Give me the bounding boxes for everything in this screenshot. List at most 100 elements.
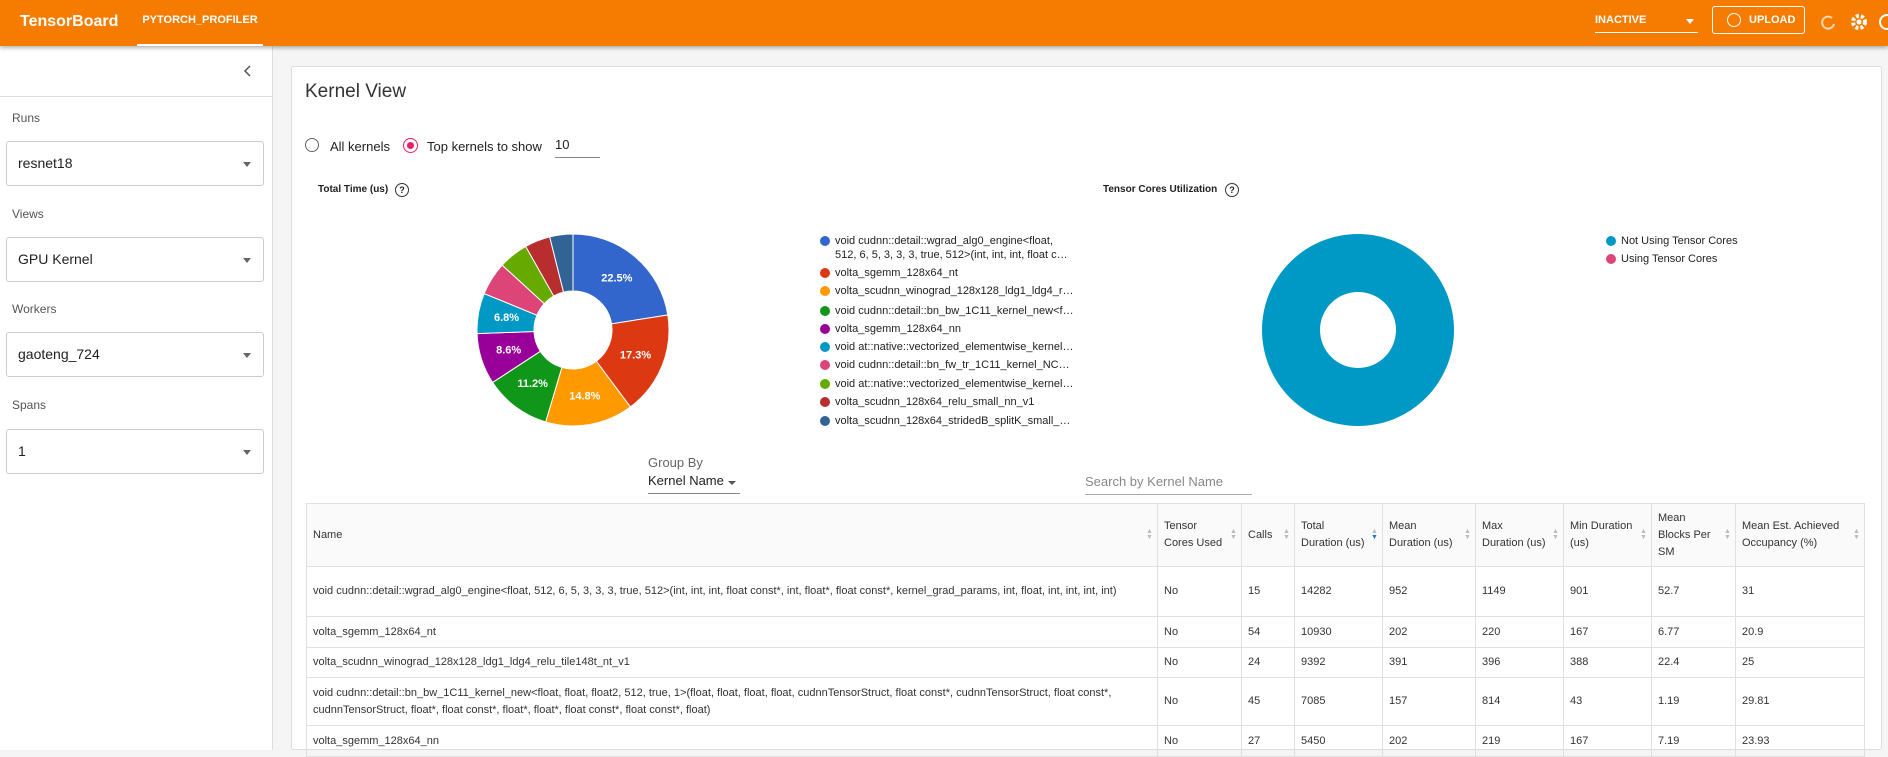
- table-cell: 157: [1382, 677, 1476, 726]
- table-cell: 5450: [1294, 725, 1383, 757]
- legend-dot: [820, 416, 830, 426]
- table-cell: 20.9: [1735, 616, 1865, 648]
- sort-icon: ▲ ▼: [1146, 528, 1153, 541]
- chart-title: Tensor Cores Utilization: [1103, 184, 1218, 195]
- legend-entry: void at::native::vectorized_elementwise_…: [835, 378, 1074, 390]
- sort-icon: ▲ ▼: [1724, 528, 1731, 541]
- table-cell: 391: [1382, 647, 1476, 678]
- slice-label: 14.8%: [569, 390, 600, 402]
- table-cell: 52.7: [1651, 566, 1736, 617]
- table-cell: 54: [1241, 616, 1295, 648]
- slice-label: 17.3%: [620, 349, 651, 361]
- table-cell: No: [1157, 725, 1242, 757]
- select[interactable]: resnet18: [6, 141, 264, 186]
- table-cell: 10930: [1294, 616, 1383, 648]
- top-count-input[interactable]: 10: [555, 137, 600, 158]
- sort-icon: ▲ ▼: [1640, 528, 1647, 541]
- table-cell: volta_sgemm_128x64_nt: [306, 616, 1158, 648]
- table-row: void cudnn::detail::bn_bw_1C11_kernel_ne…: [306, 677, 1865, 726]
- slice-label: 22.5%: [601, 273, 632, 285]
- legend-entry: 512, 6, 5, 3, 3, 3, true, 512>(int, int,…: [835, 249, 1068, 261]
- column-header: Mean Est. Achieved Occupancy (%) ▲ ▼: [1735, 503, 1865, 567]
- title: Kernel View: [305, 81, 407, 102]
- toolbar-icons[interactable]: [1818, 12, 1888, 34]
- table-cell: 15: [1241, 566, 1295, 617]
- legend-entry: void cudnn::detail::bn_fw_tr_1C11_kernel…: [835, 359, 1070, 371]
- table-cell: volta_scudnn_winograd_128x128_ldg1_ldg4_…: [306, 647, 1158, 678]
- status: INACTIVE: [1595, 14, 1647, 26]
- sort-icon: ▲ ▼: [1283, 528, 1290, 541]
- radio-label: Top kernels to show: [427, 139, 542, 154]
- legend-dot: [820, 397, 830, 407]
- sort-icon: ▲ ▼: [1371, 528, 1378, 541]
- legend-entry: Not Using Tensor Cores: [1621, 235, 1738, 247]
- radio-selected[interactable]: [403, 138, 418, 153]
- column-title: Min Duration (us): [1570, 520, 1633, 549]
- group-by-select[interactable]: Kernel Name: [648, 473, 740, 494]
- column-title: Mean Duration (us): [1389, 520, 1453, 549]
- legend-dot: [1606, 254, 1616, 264]
- table-cell: 29.81: [1735, 677, 1865, 726]
- select[interactable]: gaoteng_724: [6, 332, 264, 377]
- tab[interactable]: PYTORCH_PROFILER: [137, 0, 263, 46]
- radio-label: All kernels: [330, 139, 390, 154]
- table-cell: 388: [1563, 647, 1652, 678]
- help-icon[interactable]: ?: [395, 183, 409, 197]
- column-header: Tensor Cores Used ▲ ▼: [1157, 503, 1242, 567]
- field-label: Workers: [12, 302, 57, 316]
- table-cell: No: [1157, 616, 1242, 648]
- column-title: Name: [313, 528, 343, 541]
- sort-icon: ▲ ▼: [1230, 528, 1237, 541]
- legend-entry: volta_sgemm_128x64_nt: [835, 267, 958, 279]
- legend-entry: void at::native::vectorized_elementwise_…: [835, 341, 1074, 353]
- table-cell: 14282: [1294, 566, 1383, 617]
- table-cell: 45: [1241, 677, 1295, 726]
- legend-entry: volta_scudnn_128x64_stridedB_splitK_smal…: [835, 415, 1071, 427]
- column-title: Tensor Cores Used: [1164, 520, 1223, 549]
- legend-dot: [820, 342, 830, 352]
- legend-dot: [820, 236, 830, 246]
- select[interactable]: 1: [6, 429, 264, 474]
- table-cell: void cudnn::detail::bn_bw_1C11_kernel_ne…: [306, 677, 1158, 726]
- collapse-button[interactable]: [242, 64, 254, 78]
- table-cell: No: [1157, 566, 1242, 617]
- status-dropdown[interactable]: INACTIVE: [1595, 14, 1698, 33]
- kernel-table: Name ▲ ▼ Tensor Cores Used ▲ ▼ Calls ▲ ▼ Total Du…: [306, 503, 1865, 757]
- legend-dot: [820, 379, 830, 389]
- help-icon[interactable]: ?: [1225, 183, 1239, 197]
- column-header: Name ▲ ▼: [306, 503, 1158, 567]
- table-row: volta_scudnn_winograd_128x128_ldg1_ldg4_…: [306, 647, 1865, 678]
- legend-dot: [820, 268, 830, 278]
- column-title: Mean Est. Achieved Occupancy (%): [1742, 520, 1840, 549]
- legend-entry: volta_scudnn_128x64_relu_small_nn_v1: [835, 396, 1035, 408]
- column-title: Total Duration (us): [1301, 520, 1365, 549]
- table-cell: 1149: [1475, 566, 1564, 617]
- slice-label: 8.6%: [496, 344, 521, 356]
- chart-title: Total Time (us): [318, 184, 389, 195]
- table-cell: 219: [1475, 725, 1564, 757]
- table-cell: 23.93: [1735, 725, 1865, 757]
- table-cell: 952: [1382, 566, 1476, 617]
- table-cell: 167: [1563, 616, 1652, 648]
- column-title: Calls: [1248, 528, 1273, 541]
- select[interactable]: GPU Kernel: [6, 237, 264, 282]
- upload-button[interactable]: UPLOAD: [1712, 6, 1805, 34]
- table-cell: No: [1157, 677, 1242, 726]
- legend-dot: [820, 360, 830, 370]
- table-cell: 31: [1735, 566, 1865, 617]
- column-header: Mean Duration (us) ▲ ▼: [1382, 503, 1476, 567]
- pie-slice: [1262, 234, 1454, 426]
- table-cell: 27: [1241, 725, 1295, 757]
- table-cell: 396: [1475, 647, 1564, 678]
- column-header: Max Duration (us) ▲ ▼: [1475, 503, 1564, 567]
- sort-icon: ▲ ▼: [1552, 528, 1559, 541]
- table-cell: 901: [1563, 566, 1652, 617]
- search-input[interactable]: Search by Kernel Name: [1085, 474, 1252, 495]
- legend-entry: volta_scudnn_winograd_128x128_ldg1_ldg4_…: [835, 285, 1074, 297]
- table-cell: 6.77: [1651, 616, 1736, 648]
- legend-dot: [1606, 236, 1616, 246]
- column-header: Calls ▲ ▼: [1241, 503, 1295, 567]
- legend-entry: volta_sgemm_128x64_nn: [835, 323, 961, 335]
- radio[interactable]: [305, 138, 319, 152]
- slice-label: 11.2%: [517, 378, 548, 390]
